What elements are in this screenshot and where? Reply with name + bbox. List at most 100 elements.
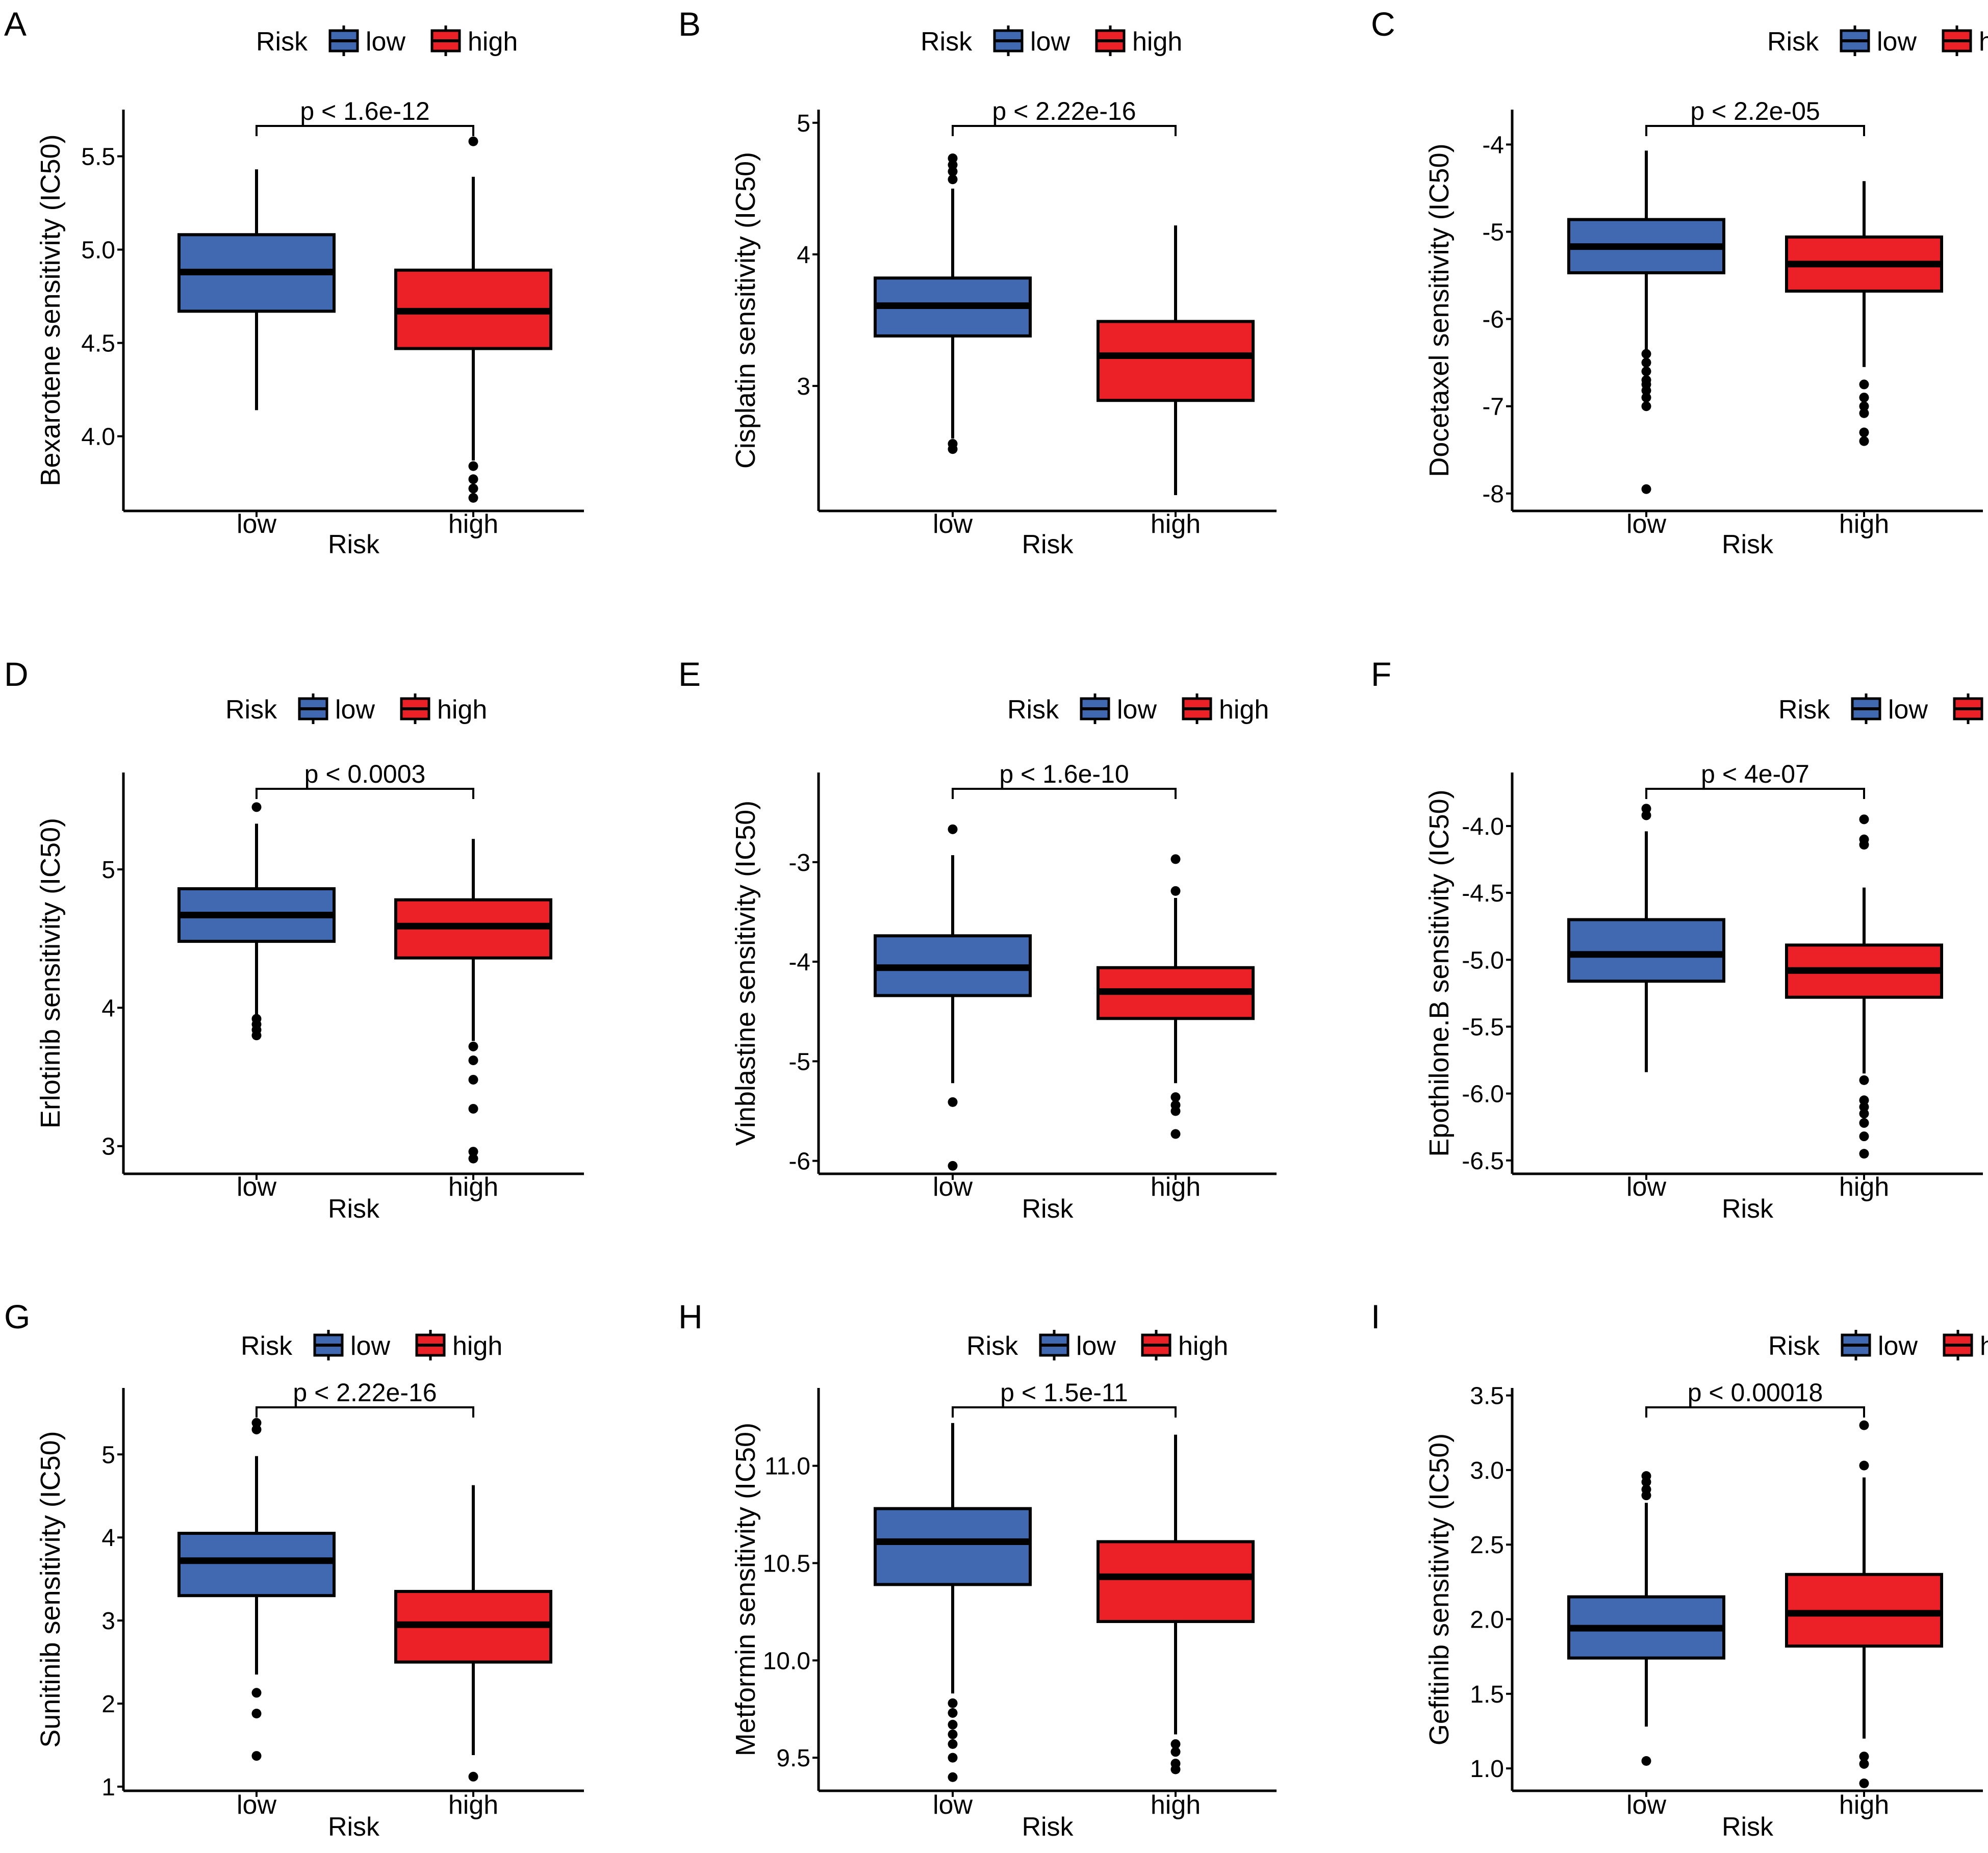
y-tick-label: 10.0 (763, 1648, 810, 1675)
outlier-point (1859, 1075, 1869, 1085)
legend-title: Risk (241, 1331, 293, 1361)
y-axis-label: Bexarotene sensitivity (IC50) (35, 134, 66, 486)
y-axis-label: Cisplatin sensitivity (IC50) (730, 152, 761, 469)
outlier-point (948, 1698, 958, 1708)
y-tick-label: 1 (101, 1774, 115, 1801)
box-low (874, 824, 1032, 1171)
outlier-point (251, 1709, 262, 1719)
legend-title: Risk (966, 1331, 1018, 1361)
y-axis-label: Vinblastine sensitivity (IC50) (730, 801, 761, 1146)
outlier-point (948, 166, 958, 176)
outlier-point (251, 1424, 262, 1434)
outlier-point (468, 1074, 478, 1085)
x-tick-label-high: high (1151, 1790, 1201, 1820)
panel-d: D Risk low high 3 4 5 Erlotinib sensitivity (IC… (4, 655, 584, 1224)
panel-g: G Risk low high 1 2 3 4 5 Sunitinib sensitivity (… (4, 1298, 584, 1842)
outlier-point (1859, 1759, 1869, 1769)
y-tick-label: -6 (788, 1148, 810, 1175)
outlier-point (1170, 854, 1181, 864)
y-tick-label: 3 (101, 1134, 115, 1161)
significance-bracket (256, 788, 474, 799)
y-tick-label: -4.0 (1462, 813, 1504, 840)
significance-bracket (1645, 1406, 1865, 1418)
legend: Risk low high (966, 1330, 1228, 1361)
outlier-point (468, 1147, 478, 1157)
panel-letter: E (678, 655, 701, 693)
outlier-point (1859, 401, 1869, 411)
legend-label-low: low (335, 695, 375, 725)
p-value-label: p < 1.6e-10 (999, 760, 1129, 788)
legend-label-low: low (1030, 27, 1070, 57)
legend-title: Risk (921, 27, 973, 57)
p-value-label: p < 2.2e-05 (1690, 97, 1820, 125)
x-axis-label: Risk (1022, 530, 1074, 559)
y-tick-label: 1.0 (1470, 1756, 1504, 1783)
outlier-point (1170, 1106, 1181, 1116)
x-tick-label-low: low (237, 509, 276, 539)
box-high (1097, 1434, 1255, 1774)
y-tick-label: 2.0 (1470, 1607, 1504, 1634)
outlier-point (251, 1688, 262, 1698)
outlier-point (948, 1739, 958, 1749)
outlier-point (1641, 804, 1651, 814)
legend: Risk low high (225, 693, 487, 725)
panel-letter: B (678, 5, 701, 43)
y-tick-label: -5.5 (1462, 1014, 1504, 1041)
legend-label-low: low (1888, 695, 1928, 725)
x-axis-label: Risk (1022, 1194, 1074, 1224)
x-axis-label: Risk (328, 530, 380, 559)
significance-bracket (952, 1406, 1177, 1418)
box-high (394, 1485, 552, 1782)
y-tick-label: 4 (101, 995, 115, 1022)
panel-e: E Risk low high -6 -5 -4 -3 Vinblastine sensitiv… (678, 655, 1277, 1224)
y-tick-label: 9.5 (776, 1745, 810, 1772)
outlier-point (468, 461, 478, 471)
outlier-point (1859, 1118, 1869, 1128)
outlier-point (1641, 393, 1651, 403)
outlier-point (1641, 357, 1651, 368)
panel-letter: H (678, 1298, 703, 1335)
y-tick-label: -4 (1482, 132, 1504, 159)
outlier-point (251, 802, 262, 812)
y-axis-label: Gefitinib sensitivity (IC50) (1424, 1433, 1455, 1745)
panel-c: C Risk low high -8 -7 -6 -5 -4 Docetaxel sensitiv… (1371, 5, 1988, 559)
legend-label-low: low (1117, 695, 1157, 725)
panel-letter: G (4, 1298, 30, 1335)
outlier-point (1641, 810, 1651, 820)
legend: Risk low high (256, 25, 518, 57)
panel-i: I Risk low high 1.0 1.5 2.0 2.5 3.0 3.5 Gefitinib … (1371, 1298, 1988, 1842)
panel-b: B Risk low high 3 4 5 Cisplatin sensitivity (IC… (678, 5, 1277, 559)
outlier-point (1859, 1460, 1869, 1471)
outlier-point (1170, 1129, 1181, 1139)
outlier-point (1859, 1752, 1869, 1762)
p-value-label: p < 0.0003 (304, 760, 426, 788)
y-tick-label: 5 (101, 1442, 115, 1469)
y-tick-label: 3 (797, 373, 810, 400)
box-iqr (1097, 1540, 1255, 1623)
x-tick-label-high: high (1839, 509, 1889, 539)
legend: Risk low high (1007, 693, 1269, 725)
box-high (1097, 225, 1255, 496)
y-tick-label: 3.0 (1470, 1457, 1504, 1484)
y-tick-label: 4 (797, 242, 810, 269)
outlier-point (1641, 1477, 1651, 1487)
box-low (177, 1418, 336, 1761)
box-low (1567, 804, 1725, 1072)
x-axis-label: Risk (328, 1812, 380, 1842)
outlier-point (1859, 840, 1869, 850)
y-axis-label: Sunitinib sensitivity (IC50) (35, 1431, 66, 1747)
outlier-point (1859, 814, 1869, 825)
y-tick-label: 4 (101, 1525, 115, 1552)
box-low (177, 169, 336, 410)
y-axis-label: Epothilone.B sensitivity (IC50) (1424, 789, 1455, 1156)
legend-title: Risk (1768, 1331, 1820, 1361)
outlier-point (251, 1751, 262, 1761)
p-value-label: p < 1.6e-12 (300, 97, 429, 125)
x-tick-label-low: low (933, 1790, 973, 1820)
p-value-label: p < 2.22e-16 (992, 97, 1136, 125)
legend-title: Risk (256, 27, 308, 57)
outlier-point (468, 1041, 478, 1051)
outlier-point (1641, 385, 1651, 396)
outlier-point (1859, 393, 1869, 403)
x-tick-label-high: high (448, 1172, 498, 1202)
